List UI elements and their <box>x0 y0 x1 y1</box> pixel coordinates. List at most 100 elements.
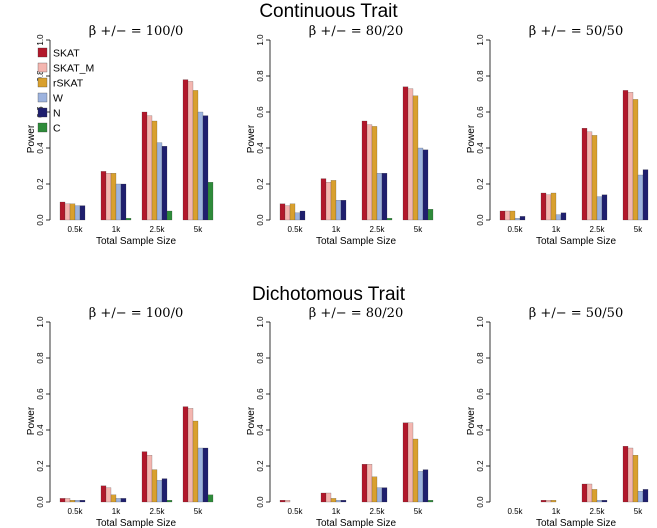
legend-swatch <box>37 77 48 88</box>
chart-panel-1: β +/− = 100/00.00.20.40.60.81.0Power0.5k… <box>26 24 214 247</box>
bar-w-1k <box>335 500 342 503</box>
bar-n-1k <box>120 498 127 503</box>
legend-label: SKAT <box>53 48 80 60</box>
bar-skat_m-1k <box>325 182 332 221</box>
bar-skat_m-1k <box>545 194 552 221</box>
section-title-dichotomous: Dichotomous Trait <box>252 284 406 305</box>
bar-w-5k <box>417 147 424 221</box>
x-axis-label: Total Sample Size <box>316 236 396 247</box>
bar-rskat-5k <box>192 90 199 221</box>
x-tick-label: 1k <box>112 225 121 234</box>
bar-n-2.5k <box>161 478 168 503</box>
x-tick-label: 2.5k <box>589 225 605 234</box>
bar-w-1k <box>115 183 122 221</box>
x-axis-label: Total Sample Size <box>96 518 176 528</box>
legend-swatch <box>37 122 48 133</box>
bar-rskat-5k <box>412 95 419 221</box>
bar-skat-5k <box>622 446 629 503</box>
bar-w-2.5k <box>596 500 603 503</box>
bar-w-2.5k <box>376 487 383 503</box>
y-tick-label: 0.4 <box>256 142 265 154</box>
panel-title: β +/− = 80/20 <box>309 306 403 321</box>
y-tick-label: 0.0 <box>36 496 45 508</box>
bar-rskat-1k <box>330 180 337 221</box>
bar-skat-1k <box>540 192 547 221</box>
y-tick-label: 0.6 <box>256 388 265 400</box>
bar-c-1k <box>125 218 132 221</box>
bar-skat-2.5k <box>581 128 588 221</box>
y-tick-label: 0.2 <box>476 178 485 190</box>
legend-item-rskat: rSKAT <box>37 77 84 90</box>
x-tick-label: 2.5k <box>149 507 165 516</box>
y-tick-label: 1.0 <box>256 34 265 46</box>
bar-w-1k <box>115 498 122 503</box>
y-tick-label: 0.4 <box>476 424 485 436</box>
bar-c-2.5k <box>166 210 173 221</box>
bar-skat_m-0.5k <box>64 498 71 503</box>
y-axis-label: Power <box>26 124 37 153</box>
bar-skat_m-5k <box>627 92 634 221</box>
bar-c-5k <box>427 209 434 221</box>
bar-n-2.5k <box>381 173 388 221</box>
y-tick-label: 0.8 <box>476 70 485 82</box>
legend-label: rSKAT <box>53 78 84 90</box>
y-axis-label: Power <box>466 406 477 435</box>
y-tick-label: 0.4 <box>476 142 485 154</box>
x-tick-label: 2.5k <box>589 507 605 516</box>
bar-w-2.5k <box>596 196 603 221</box>
y-tick-label: 0.6 <box>476 106 485 118</box>
bar-skat-0.5k <box>59 498 66 503</box>
bar-rskat-2.5k <box>591 135 598 221</box>
chart-panel-4: β +/− = 100/0 0.0 0.2 0.4 0.6 0.8 1.0 Power 0.5k… <box>26 306 214 528</box>
y-tick-label: 1.0 <box>476 316 485 328</box>
bar-skat_m-0.5k <box>284 500 291 503</box>
bar-skat-1k <box>320 178 327 221</box>
bar-rskat-5k <box>192 420 199 503</box>
bar-n-5k <box>422 149 429 221</box>
y-tick-label: 0.6 <box>36 388 45 400</box>
y-tick-label: 0.2 <box>256 460 265 472</box>
y-tick-label: 0.2 <box>476 460 485 472</box>
bar-rskat-0.5k <box>69 500 76 503</box>
x-tick-label: 0.5k <box>507 507 523 516</box>
bar-n-1k <box>340 500 347 503</box>
y-tick-label: 0.6 <box>256 106 265 118</box>
y-tick-label: 1.0 <box>36 316 45 328</box>
legend-label: W <box>53 93 63 105</box>
bar-rskat-2.5k <box>151 469 158 503</box>
legend-item-w: W <box>37 93 63 105</box>
y-tick-label: 0.8 <box>36 70 45 82</box>
bar-n-5k <box>642 489 649 503</box>
legend-swatch <box>37 107 48 118</box>
bar-skat-0.5k <box>279 203 286 221</box>
bar-skat-1k <box>100 485 107 503</box>
y-tick-label: 0.0 <box>256 214 265 226</box>
legend-label: C <box>53 123 61 135</box>
bar-rskat-2.5k <box>591 489 598 503</box>
bar-skat_m-0.5k <box>504 210 511 221</box>
bar-rskat-5k <box>632 455 639 503</box>
bar-w-5k <box>417 471 424 503</box>
x-tick-label: 1k <box>112 507 121 516</box>
chart-panels: β +/− = 100/0 0.0 0.2 0.4 0.6 0.8 1.0 Power 0.5k… <box>26 24 649 528</box>
bar-skat-2.5k <box>361 464 368 503</box>
bar-skat-0.5k <box>279 500 286 503</box>
x-axis-label: Total Sample Size <box>536 236 616 247</box>
bar-n-0.5k <box>79 205 86 221</box>
chart-panel-3: β +/− = 50/50 0.0 0.2 0.4 0.6 0.8 1.0 Power 0.5k… <box>466 24 649 247</box>
bar-skat_m-0.5k <box>64 203 71 221</box>
bar-n-2.5k <box>161 146 168 221</box>
y-tick-label: 0.4 <box>36 424 45 436</box>
x-tick-label: 1k <box>552 225 561 234</box>
x-tick-label: 5k <box>634 225 643 234</box>
bar-skat_m-1k <box>105 487 112 503</box>
bar-skat_m-5k <box>187 81 194 221</box>
bar-skat_m-5k <box>407 88 414 221</box>
bar-rskat-1k <box>550 500 557 503</box>
bar-skat-5k <box>402 86 409 221</box>
bar-w-2.5k <box>376 173 383 221</box>
y-tick-label: 0.0 <box>36 214 45 226</box>
bar-w-5k <box>197 447 204 503</box>
bar-n-2.5k <box>601 500 608 503</box>
